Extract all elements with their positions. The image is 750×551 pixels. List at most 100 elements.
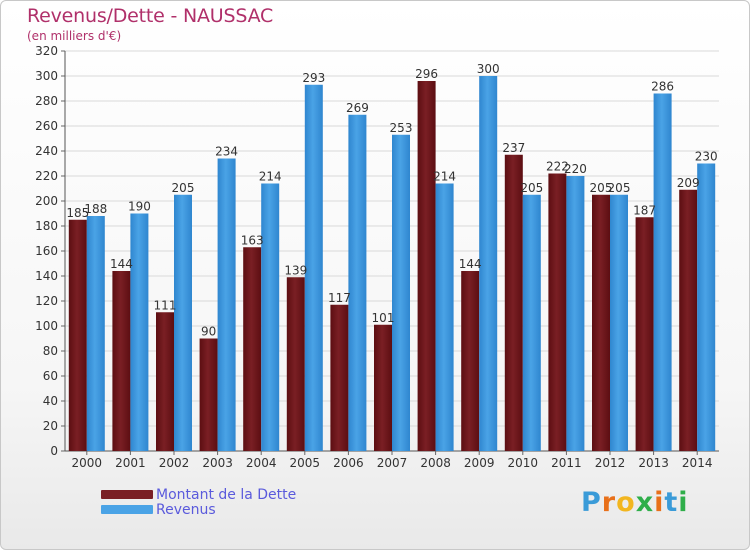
x-tick-label: 2000	[72, 456, 103, 470]
x-tick-label: 2004	[246, 456, 277, 470]
bar-debt	[504, 154, 523, 451]
chart-subtitle: (en milliers d'€)	[27, 29, 122, 43]
data-label-debt: 209	[677, 176, 700, 190]
y-tick-label: 220	[35, 169, 58, 183]
data-label-revenue: 214	[433, 170, 456, 184]
y-tick-label: 140	[35, 269, 58, 283]
data-label-revenue: 300	[477, 62, 500, 76]
bar-debt	[592, 194, 610, 451]
data-label-debt: 90	[201, 325, 216, 339]
brand-letter: o	[616, 487, 636, 518]
data-label-debt: 205	[590, 181, 613, 195]
bar-debt	[679, 189, 698, 451]
chart-title: Revenus/Dette - NAUSSAC	[27, 5, 274, 27]
bar-revenue	[610, 194, 628, 451]
y-tick-label: 240	[35, 144, 58, 158]
bar-debt	[417, 81, 436, 451]
bar-revenue	[566, 176, 585, 451]
data-label-debt: 144	[459, 257, 482, 271]
bar-revenue	[174, 194, 192, 451]
bar-debt	[243, 247, 262, 451]
x-tick-label: 2007	[377, 456, 408, 470]
x-tick-label: 2001	[115, 456, 146, 470]
data-label-revenue: 286	[651, 80, 674, 94]
data-label-revenue: 205	[520, 181, 543, 195]
data-label-revenue: 205	[608, 181, 631, 195]
legend-swatch-revenue	[101, 505, 153, 514]
y-tick-label: 100	[35, 319, 58, 333]
data-label-debt: 117	[328, 291, 351, 305]
y-tick-label: 200	[35, 194, 58, 208]
data-label-revenue: 205	[172, 181, 195, 195]
data-label-revenue: 234	[215, 145, 238, 159]
x-tick-label: 2003	[202, 456, 233, 470]
bar-debt	[374, 324, 392, 451]
x-tick-label: 2002	[159, 456, 190, 470]
y-tick-label: 120	[35, 294, 58, 308]
brand-letter: i	[654, 487, 665, 518]
bar-revenue	[304, 84, 323, 451]
bar-debt	[330, 304, 349, 451]
brand-letter: x	[635, 487, 655, 518]
x-tick-label: 2005	[290, 456, 321, 470]
data-label-debt: 139	[284, 263, 307, 277]
y-tick-label: 320	[35, 44, 58, 58]
y-tick-label: 60	[43, 369, 58, 383]
bar-debt	[199, 338, 218, 451]
bar-revenue	[86, 216, 105, 451]
brand-letter: i	[678, 487, 689, 518]
bar-debt	[112, 271, 131, 451]
y-tick-label: 180	[35, 219, 58, 233]
x-tick-label: 2009	[464, 456, 495, 470]
x-tick-label: 2006	[333, 456, 364, 470]
data-label-debt: 185	[66, 206, 89, 220]
y-tick-label: 0	[50, 444, 58, 458]
bar-revenue	[697, 163, 716, 451]
y-tick-label: 260	[35, 119, 58, 133]
legend-label-debt: Montant de la Dette	[156, 487, 297, 503]
data-label-debt: 187	[633, 203, 656, 217]
data-label-revenue: 214	[259, 170, 282, 184]
y-tick-label: 160	[35, 244, 58, 258]
data-label-revenue: 293	[302, 71, 325, 85]
y-tick-label: 20	[43, 419, 58, 433]
x-tick-label: 2008	[420, 456, 451, 470]
y-tick-label: 300	[35, 69, 58, 83]
x-tick-label: 2013	[638, 456, 669, 470]
x-tick-label: 2011	[551, 456, 582, 470]
legend-label-revenue: Revenus	[156, 502, 216, 518]
bar-revenue	[261, 183, 280, 451]
bar-debt	[461, 271, 480, 451]
legend-swatch-debt	[101, 490, 153, 499]
x-tick-label: 2014	[682, 456, 713, 470]
bar-debt	[156, 312, 174, 451]
bar-revenue	[217, 158, 236, 451]
data-label-revenue: 220	[564, 162, 587, 176]
brand-logo: Proxiti	[581, 487, 689, 518]
data-label-debt: 222	[546, 160, 569, 174]
x-tick-label: 2012	[595, 456, 626, 470]
data-label-debt: 296	[415, 67, 438, 81]
bar-revenue	[522, 194, 541, 451]
data-label-revenue: 188	[84, 202, 107, 216]
y-tick-label: 280	[35, 94, 58, 108]
bar-debt	[286, 277, 305, 451]
data-label-revenue: 253	[390, 121, 413, 135]
data-label-revenue: 190	[128, 200, 151, 214]
bar-revenue	[653, 93, 672, 451]
bar-debt	[548, 173, 567, 451]
brand-letter: t	[664, 487, 679, 518]
data-label-revenue: 230	[695, 150, 718, 164]
bar-revenue	[479, 76, 498, 451]
y-tick-label: 80	[43, 344, 58, 358]
data-label-revenue: 269	[346, 101, 369, 115]
data-label-debt: 163	[241, 233, 264, 247]
bar-revenue	[435, 183, 454, 451]
bar-revenue	[348, 114, 367, 451]
bar-debt	[635, 217, 654, 451]
data-label-debt: 144	[110, 257, 133, 271]
bar-debt	[68, 219, 87, 451]
brand-letter: P	[581, 487, 602, 518]
